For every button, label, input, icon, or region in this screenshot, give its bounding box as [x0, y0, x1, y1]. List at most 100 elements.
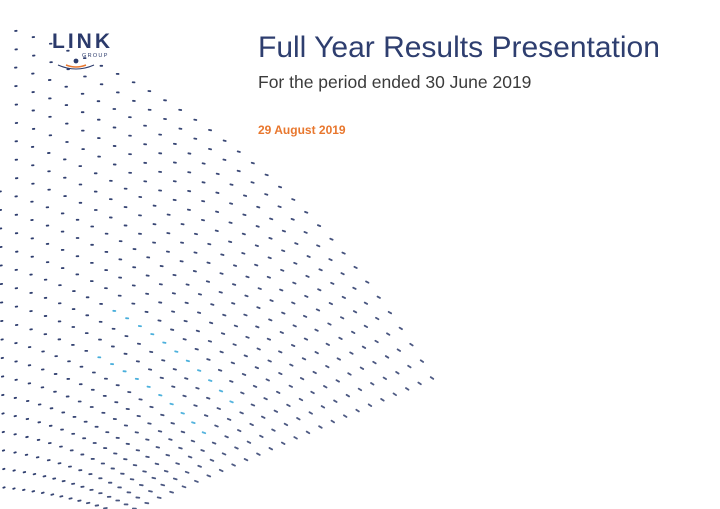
wave-dot	[142, 470, 147, 473]
wave-dot	[60, 267, 65, 270]
wave-dot	[357, 387, 363, 392]
wave-dot	[280, 441, 286, 445]
wave-dot	[97, 137, 101, 140]
wave-dot	[90, 243, 94, 246]
wave-dot	[197, 311, 202, 314]
wave-dot	[214, 424, 219, 428]
wave-dot	[382, 376, 388, 381]
wave-dot	[256, 347, 261, 351]
wave-dot	[254, 244, 259, 247]
wave-dot	[104, 287, 108, 290]
wave-dot	[318, 268, 323, 272]
wave-dot	[138, 214, 142, 217]
wave-dot	[81, 148, 85, 151]
wave-dot	[351, 330, 356, 335]
wave-dot	[208, 128, 212, 132]
wave-dot	[347, 372, 352, 376]
wave-dot	[341, 251, 346, 255]
wave-dot	[195, 329, 200, 333]
wave-dot	[112, 126, 117, 129]
wave-dot	[182, 338, 187, 341]
wave-dot	[405, 387, 410, 391]
wave-dot	[243, 354, 248, 358]
wave-dot	[301, 357, 307, 361]
wave-dot	[45, 224, 50, 227]
wave-dot	[100, 462, 106, 465]
wave-dot	[207, 242, 212, 246]
wave-dot	[71, 343, 75, 346]
wave-dot	[80, 92, 85, 95]
wave-dot	[296, 417, 301, 421]
wave-dot	[58, 284, 62, 287]
wave-dot	[178, 446, 183, 450]
wave-dot	[48, 424, 53, 427]
wave-dot	[128, 171, 133, 174]
wave-dot	[190, 439, 196, 443]
wave-dot	[231, 302, 236, 305]
wave-dot	[336, 357, 341, 361]
wave-dot	[367, 403, 373, 407]
wave-dot	[60, 230, 65, 233]
wave-dot	[191, 421, 196, 425]
wave-dot	[131, 302, 136, 305]
wave-dot	[230, 361, 236, 365]
wave-dot	[170, 328, 175, 331]
wave-dot	[118, 258, 123, 261]
wave-dot	[259, 434, 264, 438]
wave-dot	[370, 382, 375, 386]
wave-dot	[152, 223, 157, 226]
wave-dot	[159, 376, 164, 380]
wave-dot	[127, 391, 132, 394]
wave-dot	[147, 108, 152, 111]
wave-dot	[77, 499, 82, 502]
wave-dot	[0, 319, 4, 323]
wave-dot	[233, 324, 239, 328]
wave-dot	[165, 453, 170, 457]
wave-dot	[169, 490, 174, 494]
wave-dot	[57, 320, 62, 323]
wave-dot	[215, 210, 220, 213]
wave-dot	[125, 317, 130, 320]
wave-dot	[124, 335, 129, 338]
wave-dot	[268, 318, 273, 322]
wave-dot	[228, 221, 233, 224]
wave-dot	[52, 477, 57, 480]
wave-dot	[14, 323, 19, 327]
wave-dot	[254, 263, 259, 267]
wave-dot	[13, 415, 17, 418]
wave-dot	[156, 496, 162, 499]
wave-dot	[25, 399, 30, 403]
wave-dot	[206, 261, 211, 264]
wave-dot	[110, 345, 115, 348]
wave-dot	[57, 462, 62, 465]
wave-dot	[172, 198, 177, 202]
wave-dot	[215, 191, 220, 194]
wave-dot	[89, 406, 94, 408]
wave-dot	[281, 249, 286, 253]
wave-dot	[407, 364, 412, 369]
wave-dot	[261, 415, 266, 419]
wave-dot	[132, 266, 137, 269]
wave-dot	[46, 459, 51, 462]
wave-dot	[132, 248, 137, 251]
wave-dot	[187, 190, 192, 193]
wave-dot	[318, 425, 323, 429]
wave-dot	[361, 345, 367, 349]
wave-dot	[107, 481, 113, 484]
wave-dot	[162, 341, 167, 344]
wave-dot	[218, 389, 224, 393]
wave-dot	[148, 368, 153, 371]
wave-dot	[14, 378, 18, 381]
wave-dot	[90, 457, 95, 460]
wave-dot	[178, 108, 183, 111]
wave-dot	[294, 242, 299, 245]
wave-dot	[47, 442, 52, 445]
wave-dot	[96, 100, 101, 103]
wave-dot	[83, 420, 88, 423]
wave-dot	[249, 422, 254, 427]
wave-dot	[60, 248, 65, 251]
wave-dot	[0, 227, 3, 230]
wave-dot	[155, 446, 160, 449]
wave-dot	[36, 438, 41, 441]
wave-dot	[254, 366, 260, 370]
